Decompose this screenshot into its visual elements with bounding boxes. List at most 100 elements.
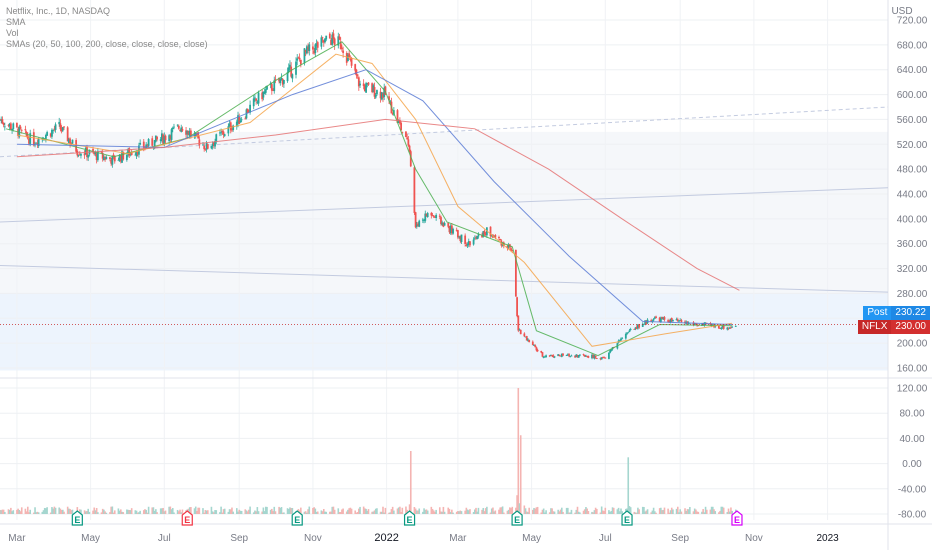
candle-body bbox=[71, 139, 74, 144]
earnings-marker[interactable] bbox=[403, 510, 416, 526]
volume-bar bbox=[306, 512, 308, 514]
candle-body bbox=[466, 243, 469, 246]
legend-smas[interactable]: SMAs (20, 50, 100, 200, close, close, cl… bbox=[6, 39, 208, 49]
volume-bar bbox=[544, 512, 546, 514]
candle-body bbox=[296, 58, 299, 61]
candle-body bbox=[676, 319, 679, 322]
volume-bar bbox=[151, 507, 154, 514]
candle-body bbox=[110, 159, 113, 164]
candle-body bbox=[528, 339, 531, 343]
volume-bar bbox=[596, 508, 598, 514]
volume-bar bbox=[726, 511, 729, 514]
candle-body bbox=[350, 58, 353, 66]
volume-bar bbox=[449, 512, 452, 514]
candle-body bbox=[7, 124, 10, 126]
candle-body bbox=[452, 228, 454, 234]
volume-bar bbox=[388, 512, 390, 514]
candle-body bbox=[307, 47, 309, 50]
volume-bar bbox=[667, 508, 669, 514]
candle-body bbox=[239, 120, 242, 123]
candle-body bbox=[525, 336, 528, 341]
volume-bar bbox=[193, 508, 196, 514]
candle-body bbox=[139, 142, 142, 145]
candle-body bbox=[322, 40, 325, 43]
candle-body bbox=[408, 145, 411, 152]
volume-bar bbox=[545, 510, 547, 514]
volume-bar bbox=[147, 506, 150, 514]
candle-body bbox=[238, 116, 241, 125]
candle-body bbox=[482, 231, 485, 237]
candle-body bbox=[305, 46, 308, 54]
volume-bar bbox=[423, 508, 425, 514]
trend-line[interactable] bbox=[0, 187, 889, 223]
volume-bar bbox=[611, 507, 614, 514]
earnings-marker[interactable] bbox=[181, 510, 193, 526]
earnings-marker[interactable] bbox=[731, 510, 743, 526]
volume-bar bbox=[600, 506, 603, 514]
volume-bar bbox=[278, 506, 280, 514]
candle-body bbox=[228, 123, 231, 127]
volume-bar bbox=[350, 508, 353, 514]
last-label: NFLX bbox=[861, 321, 888, 332]
volume-bar bbox=[94, 510, 97, 514]
volume-bar bbox=[134, 510, 137, 514]
volume-bar bbox=[687, 509, 690, 514]
volume-bar bbox=[51, 507, 53, 514]
volume-bar bbox=[263, 511, 266, 514]
candle-body bbox=[407, 139, 410, 146]
candle-body bbox=[0, 120, 3, 122]
volume-bar bbox=[279, 507, 282, 514]
candle-body bbox=[672, 320, 674, 322]
candle-body bbox=[569, 355, 572, 357]
legend-vol[interactable]: Vol bbox=[6, 28, 19, 38]
volume-bar bbox=[542, 508, 545, 514]
earnings-marker-label: E bbox=[734, 515, 740, 525]
volume-bar bbox=[245, 510, 248, 514]
volume-bar bbox=[570, 509, 573, 514]
sma-100-line[interactable] bbox=[16, 69, 733, 325]
candle-body bbox=[591, 354, 593, 359]
volume-bar bbox=[523, 505, 526, 514]
volume-bar bbox=[528, 507, 530, 514]
sma-50-line[interactable] bbox=[16, 53, 733, 347]
volume-bar bbox=[24, 508, 27, 514]
volume-bar bbox=[210, 506, 213, 514]
candle-body bbox=[441, 222, 444, 225]
candle-body bbox=[502, 242, 505, 246]
candle-body bbox=[374, 94, 377, 98]
volume-bar bbox=[256, 507, 259, 514]
earnings-marker[interactable] bbox=[621, 510, 633, 526]
earnings-marker[interactable] bbox=[291, 510, 303, 526]
volume-bar bbox=[10, 507, 12, 514]
candle-body bbox=[312, 46, 314, 50]
volume-bar bbox=[661, 510, 663, 514]
candle-body bbox=[279, 78, 282, 84]
earnings-marker[interactable] bbox=[511, 510, 523, 526]
earnings-marker[interactable] bbox=[71, 510, 83, 526]
volume-bar bbox=[110, 506, 112, 514]
candle-body bbox=[112, 154, 115, 157]
volume-bar bbox=[701, 511, 703, 514]
sma-200-line[interactable] bbox=[16, 118, 740, 291]
trend-line[interactable] bbox=[0, 264, 889, 293]
date-tick-label: 2023 bbox=[816, 533, 839, 544]
candle-body bbox=[154, 135, 157, 142]
volume-bar bbox=[489, 512, 492, 514]
volume-bar bbox=[413, 507, 416, 514]
volume-bar bbox=[676, 506, 679, 514]
candle-body bbox=[373, 87, 376, 97]
volume-bar bbox=[568, 512, 570, 514]
legend-symbol[interactable]: Netflix, Inc., 1D, NASDAQ bbox=[6, 6, 111, 16]
volume-bar bbox=[249, 506, 251, 514]
candle-body bbox=[101, 152, 104, 159]
candle-body bbox=[303, 48, 306, 64]
volume-bar bbox=[662, 509, 665, 514]
volume-bar bbox=[643, 506, 645, 514]
volume-bar bbox=[628, 506, 631, 514]
candle-body bbox=[160, 133, 163, 140]
volume-bar bbox=[483, 511, 486, 514]
volume-bar bbox=[567, 507, 569, 514]
candle-body bbox=[379, 91, 382, 99]
legend-sma[interactable]: SMA bbox=[6, 17, 26, 27]
